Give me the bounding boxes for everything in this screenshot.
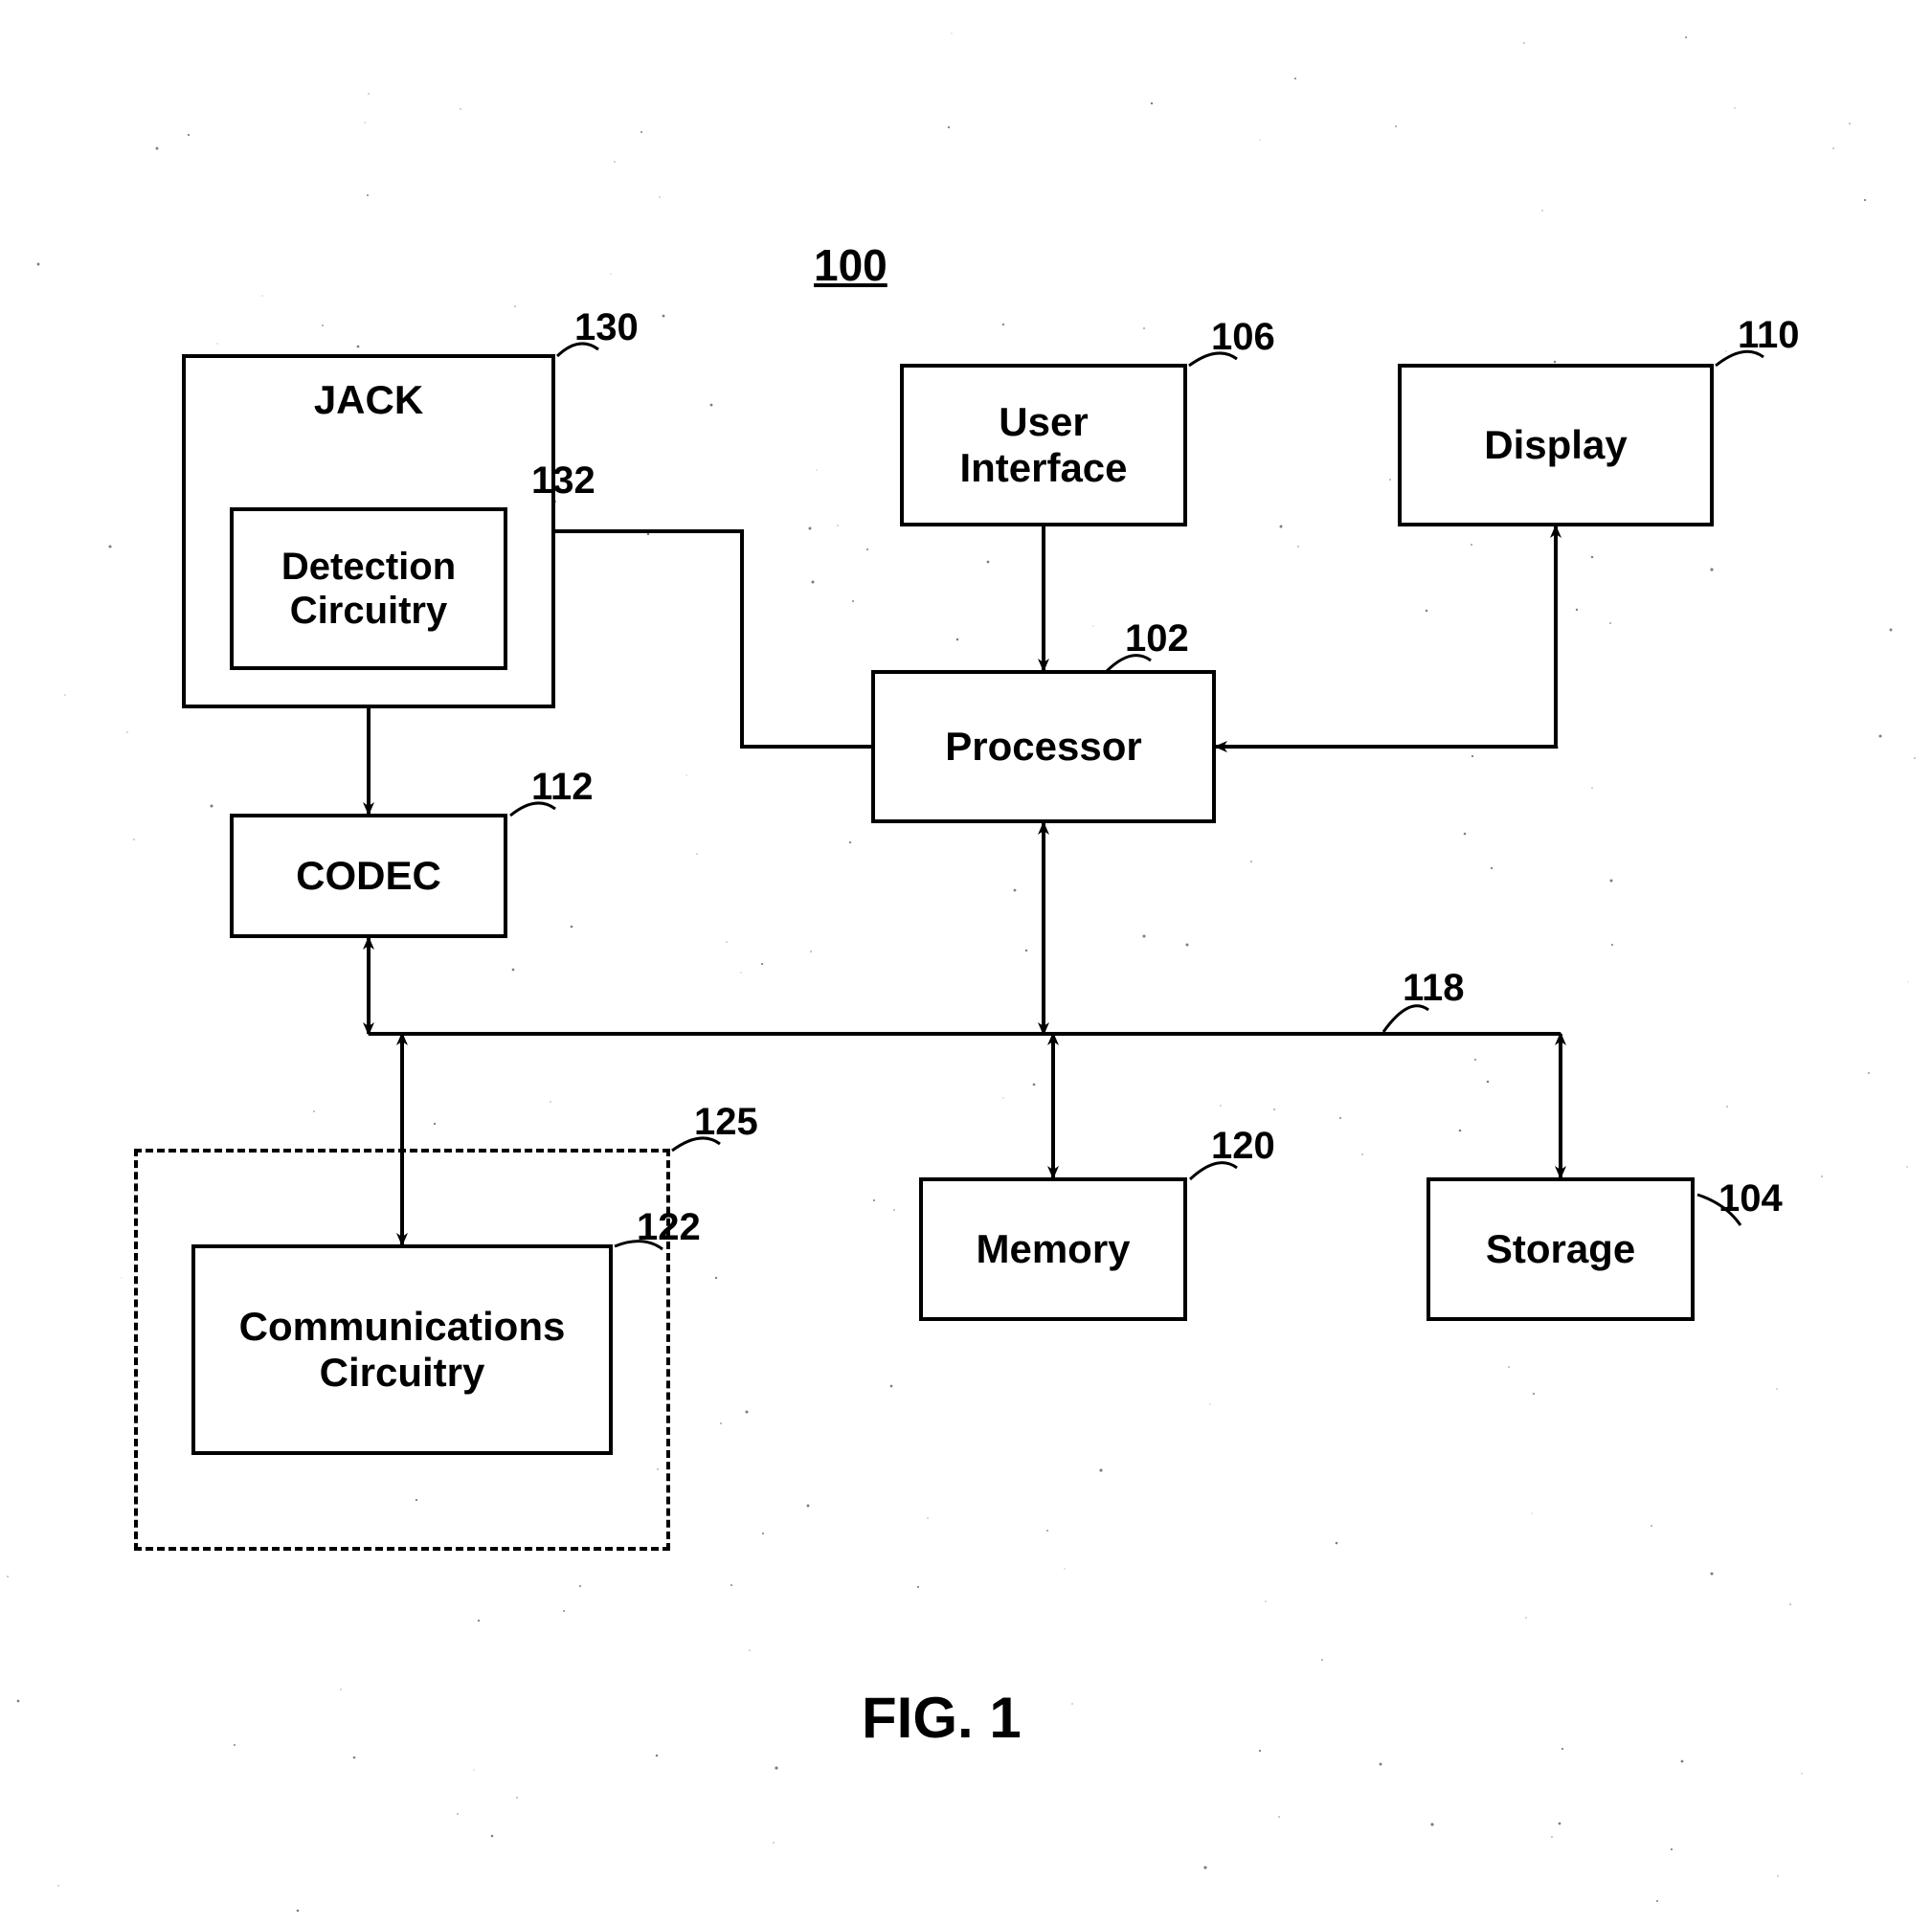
storage-label: Storage (1486, 1226, 1635, 1272)
processor-block: Processor (871, 670, 1216, 823)
memory-label: Memory (976, 1226, 1130, 1272)
detection-label: DetectionCircuitry (281, 545, 456, 633)
processor-label: Processor (945, 724, 1141, 770)
diagram-connectors (0, 0, 1932, 1925)
ref-130: 130 (574, 306, 639, 349)
ref-120: 120 (1211, 1125, 1275, 1168)
ref-106: 106 (1211, 316, 1275, 359)
ref-118: 118 (1403, 967, 1465, 1010)
codec-label: CODEC (296, 853, 441, 899)
display-label: Display (1484, 422, 1627, 468)
ref-125: 125 (694, 1101, 758, 1144)
ref-112: 112 (531, 766, 594, 809)
communications-label: CommunicationsCircuitry (239, 1304, 566, 1397)
communications-circuitry-block: CommunicationsCircuitry (191, 1244, 613, 1455)
memory-block: Memory (919, 1177, 1187, 1321)
figure-caption: FIG. 1 (862, 1685, 1022, 1751)
ref-110: 110 (1738, 314, 1800, 357)
user-interface-label: UserInterface (959, 399, 1127, 492)
figure-reference-number: 100 (814, 239, 887, 291)
figure-reference-text: 100 (814, 240, 887, 290)
user-interface-block: UserInterface (900, 364, 1187, 526)
storage-block: Storage (1427, 1177, 1695, 1321)
ref-122: 122 (637, 1206, 701, 1249)
display-block: Display (1398, 364, 1714, 526)
codec-block: CODEC (230, 814, 507, 938)
jack-label: JACK (314, 377, 423, 423)
ref-102: 102 (1125, 617, 1189, 660)
ref-132: 132 (531, 459, 595, 503)
ref-104: 104 (1719, 1177, 1783, 1220)
detection-circuitry-block: DetectionCircuitry (230, 507, 507, 670)
